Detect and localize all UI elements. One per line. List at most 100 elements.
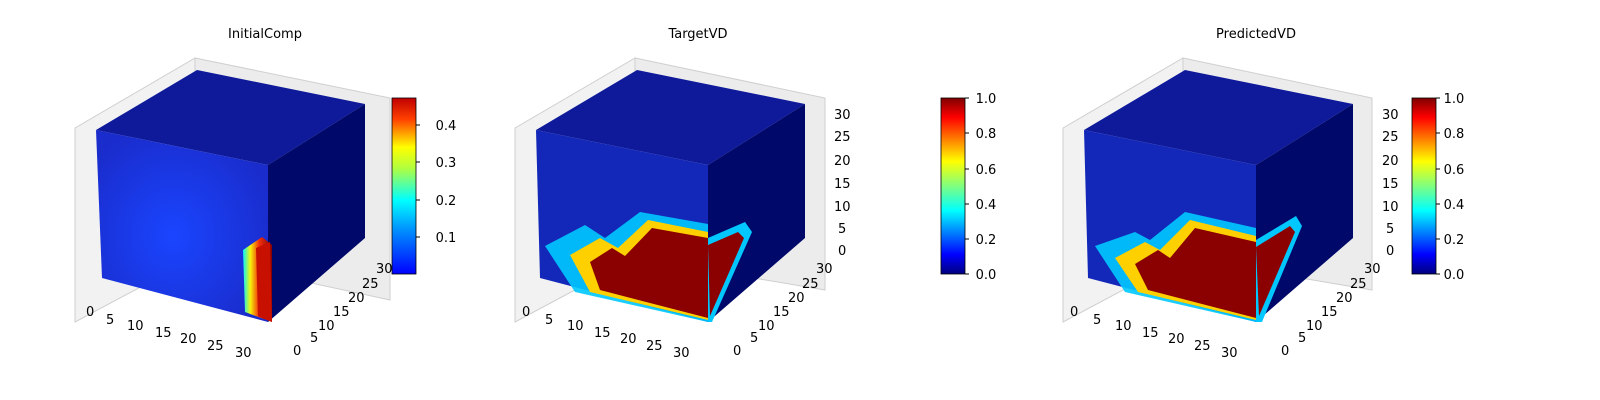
colorbar-ticks: 0.1 0.2 0.3 0.4 (416, 119, 456, 246)
x-tick-label: 0 (1070, 305, 1078, 320)
y-tick-label: 5 (310, 331, 318, 346)
y-tick-label: 30 (376, 262, 393, 277)
chart-title: PredictedVD (1216, 27, 1296, 42)
z-axis-ticks: 0 5 10 15 20 25 30 (1382, 108, 1399, 259)
colorbar-tick-label: 0.0 (1444, 268, 1465, 283)
y-axis-ticks: 0 5 10 15 20 25 30 (1281, 262, 1381, 359)
colorbar-ticks: 0.0 0.2 0.4 0.6 0.8 1.0 (965, 92, 996, 283)
colorbar-ticks: 0.0 0.2 0.4 0.6 0.8 1.0 (1436, 92, 1464, 283)
chart-title: InitialComp (228, 27, 302, 42)
y-tick-label: 10 (318, 319, 335, 334)
z-tick-label: 5 (1386, 222, 1394, 237)
colorbar-tick-label: 0.4 (436, 119, 457, 134)
z-axis-ticks: 0 5 10 15 20 25 30 (834, 108, 851, 259)
colorbar-tick-label: 0.2 (976, 233, 997, 248)
y-tick-label: 5 (750, 331, 758, 346)
x-tick-label: 15 (155, 326, 172, 341)
colorbar-tick-label: 0.2 (436, 194, 457, 209)
x-tick-label: 0 (86, 305, 94, 320)
z-tick-label: 5 (838, 222, 846, 237)
y-axis-ticks: 0 5 10 15 20 25 30 (293, 262, 393, 359)
y-axis-ticks: 0 5 10 15 20 25 30 (733, 262, 833, 359)
colorbar-tick-label: 0.6 (976, 163, 997, 178)
y-tick-label: 15 (773, 305, 790, 320)
cube-top-face (536, 70, 805, 165)
x-tick-label: 25 (1194, 339, 1211, 354)
y-tick-label: 25 (1350, 277, 1367, 292)
panel-initialcomp: InitialComp 0.1 0.2 0.3 0.4 0 5 10 15 20 (74, 27, 456, 361)
colorbar-tick-label: 0.2 (1444, 233, 1465, 248)
y-tick-label: 30 (816, 262, 833, 277)
x-tick-label: 15 (594, 326, 611, 341)
colorbar (391, 97, 417, 275)
y-tick-label: 10 (1306, 319, 1323, 334)
colorbar-tick-label: 1.0 (1444, 92, 1465, 107)
hot-side-core (708, 232, 744, 316)
x-tick-label: 20 (620, 332, 637, 347)
chart-title: TargetVD (667, 27, 727, 42)
z-tick-label: 30 (1382, 108, 1399, 123)
cube-front-face (96, 130, 268, 322)
z-tick-label: 25 (1382, 130, 1399, 145)
x-axis-ticks: 0 5 10 15 20 25 30 (86, 305, 252, 361)
x-tick-label: 30 (673, 346, 690, 361)
z-tick-label: 10 (1382, 200, 1399, 215)
x-tick-label: 15 (1142, 326, 1159, 341)
cube-top-face (96, 70, 365, 165)
y-tick-label: 5 (1298, 331, 1306, 346)
panel-targetvd: TargetVD 0.0 0.2 0.4 0.6 0.8 1.0 0 5 (514, 27, 996, 361)
y-tick-label: 10 (758, 319, 775, 334)
hot-region-core (256, 242, 272, 322)
y-tick-label: 15 (333, 305, 350, 320)
z-tick-label: 0 (1386, 244, 1394, 259)
colorbar-tick-label: 0.3 (436, 156, 457, 171)
colorbar (940, 97, 966, 275)
x-tick-label: 10 (1115, 319, 1132, 334)
colorbar-tick-label: 0.4 (976, 198, 997, 213)
colorbar-tick-label: 0.6 (1444, 163, 1465, 178)
y-tick-label: 20 (788, 291, 805, 306)
z-tick-label: 15 (834, 177, 851, 192)
x-tick-label: 5 (1093, 313, 1101, 328)
colorbar-tick-label: 0.1 (436, 231, 457, 246)
x-tick-label: 5 (545, 313, 553, 328)
z-tick-label: 20 (834, 154, 851, 169)
colorbar-tick-label: 0.0 (976, 268, 997, 283)
z-tick-label: 20 (1382, 154, 1399, 169)
y-tick-label: 30 (1364, 262, 1381, 277)
y-tick-label: 25 (802, 277, 819, 292)
y-tick-label: 0 (733, 344, 741, 359)
x-tick-label: 20 (180, 332, 197, 347)
x-tick-label: 20 (1168, 332, 1185, 347)
z-tick-label: 10 (834, 200, 851, 215)
z-tick-label: 30 (834, 108, 851, 123)
x-tick-label: 10 (127, 319, 144, 334)
y-tick-label: 0 (293, 344, 301, 359)
colorbar-tick-label: 0.8 (976, 127, 997, 142)
x-axis-ticks: 0 5 10 15 20 25 30 (1070, 305, 1238, 361)
x-tick-label: 30 (1221, 346, 1238, 361)
z-tick-label: 0 (838, 244, 846, 259)
y-tick-label: 0 (1281, 344, 1289, 359)
x-tick-label: 30 (235, 346, 252, 361)
colorbar-tick-label: 0.8 (1444, 127, 1465, 142)
colorbar-tick-label: 1.0 (976, 92, 997, 107)
hot-region-core (1135, 228, 1256, 318)
x-tick-label: 10 (567, 319, 584, 334)
colorbar-tick-label: 0.4 (1444, 198, 1465, 213)
y-tick-label: 15 (1321, 305, 1338, 320)
colorbar (1411, 97, 1437, 275)
z-tick-label: 15 (1382, 177, 1399, 192)
hot-side-core (1256, 226, 1295, 316)
y-tick-label: 20 (348, 291, 365, 306)
x-axis-ticks: 0 5 10 15 20 25 30 (522, 305, 690, 361)
panel-predictedvd: PredictedVD 0.0 0.2 0.4 0.6 0.8 1.0 0 5 (1062, 27, 1464, 361)
x-tick-label: 25 (207, 339, 224, 354)
y-tick-label: 20 (1336, 291, 1353, 306)
x-tick-label: 0 (522, 305, 530, 320)
x-tick-label: 5 (106, 313, 114, 328)
x-tick-label: 25 (646, 339, 663, 354)
hot-region-core (590, 228, 708, 318)
cube-side-face (268, 104, 365, 322)
